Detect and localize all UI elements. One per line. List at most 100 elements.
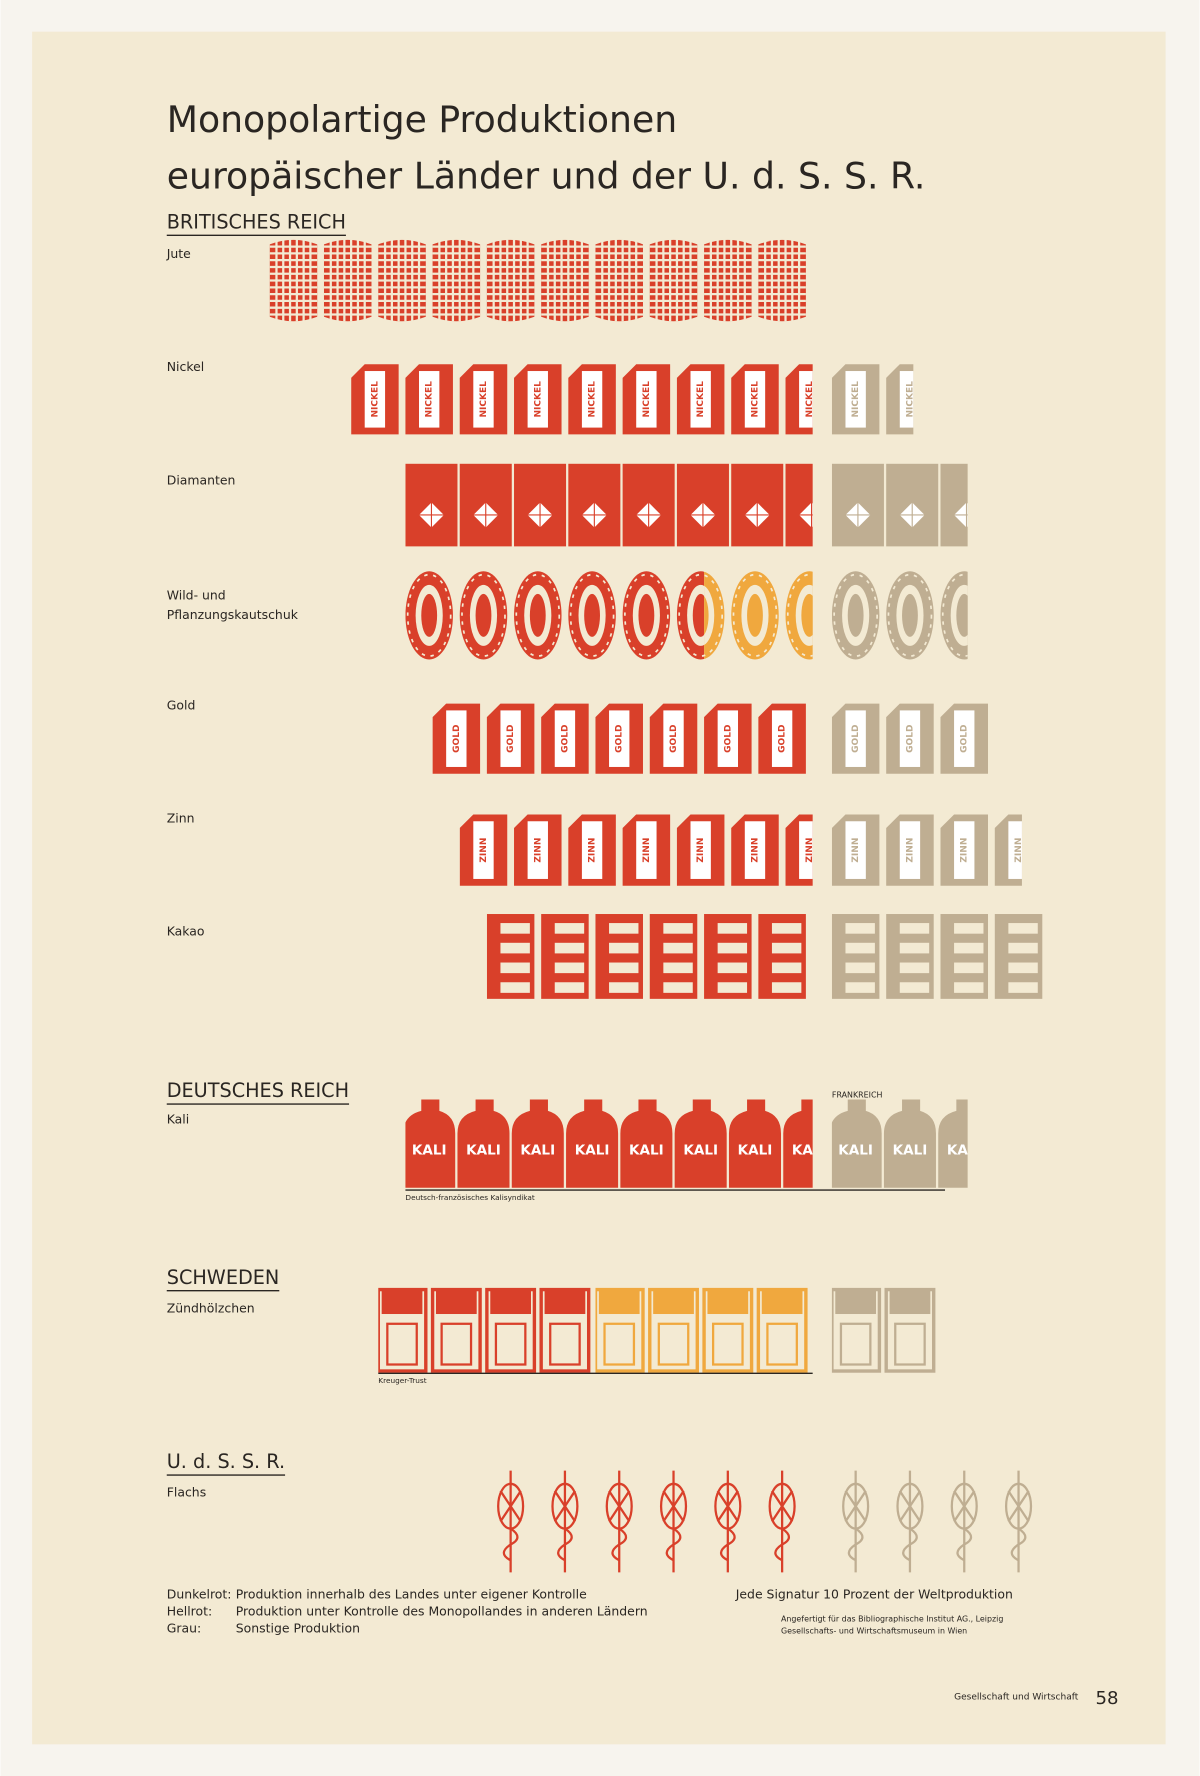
icon <box>405 1099 456 1188</box>
icon <box>707 1289 749 1315</box>
legend-key: Grau: <box>167 1620 201 1635</box>
icon <box>440 1322 473 1366</box>
icon <box>845 923 875 934</box>
icon <box>435 1289 477 1315</box>
icon <box>527 371 548 428</box>
icon-label: ZINN <box>642 838 652 863</box>
icon-label: KALI <box>683 1143 718 1159</box>
icon <box>636 371 657 428</box>
segment: KALI KALI KALI KALI KALI KALI KALI KALI <box>405 1099 813 1188</box>
icon <box>747 593 763 637</box>
icon <box>1008 923 1038 934</box>
icon <box>940 463 968 547</box>
bracket-label: Deutsch-französisches Kalisyndikat <box>405 1193 534 1202</box>
icon-label: GOLD <box>560 724 570 753</box>
icon-label: GOLD <box>851 724 861 753</box>
icon <box>717 710 739 767</box>
icon <box>899 982 930 993</box>
icon <box>845 710 866 767</box>
icon-label: GOLD <box>669 724 679 753</box>
icon <box>497 1482 525 1530</box>
icon <box>896 1482 924 1530</box>
icon <box>581 502 607 528</box>
icon-label: NICKEL <box>479 381 489 418</box>
icon <box>446 710 467 767</box>
icon <box>761 1289 803 1315</box>
icon <box>624 573 669 657</box>
icon <box>716 1490 739 1562</box>
icon <box>581 821 603 879</box>
page-number: 58 <box>1095 1688 1118 1709</box>
icon-label: NICKEL <box>588 381 598 418</box>
icon <box>566 1099 619 1188</box>
icon <box>692 593 705 637</box>
icon <box>500 942 530 954</box>
icon <box>553 1490 577 1562</box>
icon <box>609 982 639 993</box>
icon-label: GOLD <box>452 724 462 753</box>
icon <box>954 923 984 934</box>
icon <box>801 593 813 637</box>
icon-label: KALI <box>412 1143 447 1159</box>
footer: Gesellschaft und Wirtschaft <box>954 1692 1079 1702</box>
legend-text: Produktion innerhalb des Landes unter ei… <box>236 1587 587 1602</box>
icon-label: ZINN <box>851 838 861 863</box>
segment <box>378 1287 591 1373</box>
credit: Gesellschafts- und Wirtschaftsmuseum in … <box>781 1627 967 1636</box>
icon <box>386 1322 418 1366</box>
icon <box>899 923 930 934</box>
segment <box>269 239 806 322</box>
icon <box>605 1482 633 1530</box>
icon <box>950 1482 978 1530</box>
icon <box>457 1099 510 1188</box>
icon <box>899 371 914 428</box>
icon <box>732 573 778 657</box>
group-title: BRITISCHES REICH <box>167 210 346 233</box>
icon <box>704 574 724 657</box>
icon <box>953 1490 976 1562</box>
icon <box>799 502 813 528</box>
icon <box>636 821 657 879</box>
icon <box>584 593 600 637</box>
icon <box>663 962 693 974</box>
icon <box>551 1482 579 1530</box>
icon <box>461 573 506 657</box>
icon <box>515 573 561 657</box>
segment: ZINN ZINN ZINN ZINN <box>831 814 1022 886</box>
segment <box>405 463 813 547</box>
icon <box>954 942 984 954</box>
icon <box>887 573 933 657</box>
icon-label: ZINN <box>750 838 760 863</box>
icon <box>785 463 813 547</box>
icon <box>690 371 711 428</box>
icon <box>717 982 748 993</box>
icon <box>728 1099 781 1188</box>
icon <box>609 942 639 954</box>
icon-label: ZINN <box>960 838 970 863</box>
icon <box>554 923 585 934</box>
icon <box>899 502 925 528</box>
icon-label: NICKEL <box>425 381 435 418</box>
icon <box>473 371 494 428</box>
icon <box>609 923 639 934</box>
icon <box>569 573 615 657</box>
icon-label: KALI <box>738 1143 773 1159</box>
icon-label: ZINN <box>479 838 489 863</box>
icon <box>954 982 984 993</box>
icon <box>899 821 921 879</box>
icon <box>894 1322 926 1366</box>
icon <box>636 502 662 528</box>
icon-label: NICKEL <box>696 381 706 418</box>
icon <box>898 1490 922 1562</box>
icon <box>662 1490 685 1562</box>
icon-label: GOLD <box>960 724 970 753</box>
icon <box>883 1099 936 1188</box>
credit: Angefertigt für das Bibliographische Ins… <box>781 1614 1003 1623</box>
icon-label: ZINN <box>533 838 543 863</box>
icon <box>954 821 975 879</box>
icon <box>799 821 813 879</box>
icon <box>381 1289 423 1315</box>
icon <box>845 502 871 528</box>
icon <box>1008 942 1038 954</box>
icon <box>704 595 709 635</box>
